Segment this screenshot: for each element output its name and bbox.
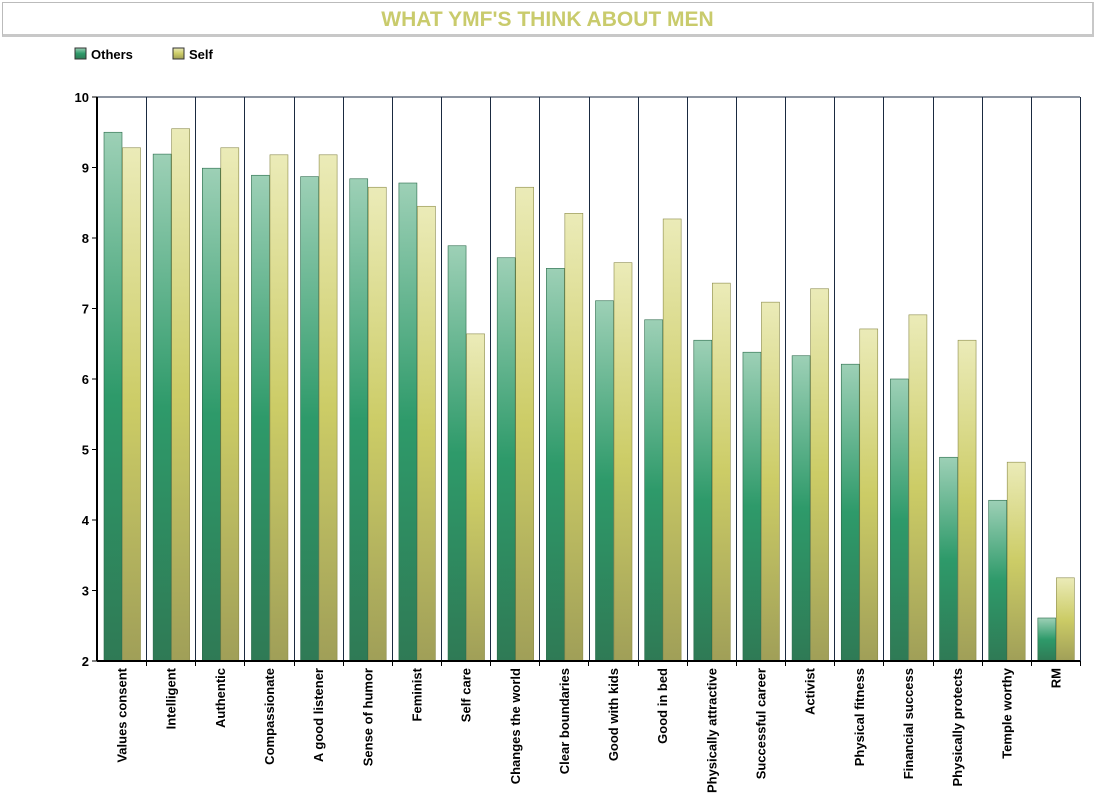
bar-self-8 bbox=[515, 186, 535, 662]
bar-others-6 bbox=[398, 182, 418, 662]
bar-others-2 bbox=[202, 167, 221, 662]
x-tick-label: Good in bed bbox=[655, 668, 670, 744]
x-tick-label: Compassionate bbox=[262, 668, 277, 765]
x-tick-label: Good with kids bbox=[606, 668, 621, 761]
y-tick-label: 3 bbox=[82, 584, 89, 599]
bar-self-0 bbox=[122, 147, 141, 662]
bar-self-13 bbox=[761, 301, 780, 662]
chart-title: WHAT YMF'S THINK ABOUT MEN bbox=[381, 8, 714, 31]
bar-self-10 bbox=[613, 262, 633, 662]
bar-others-8 bbox=[496, 257, 516, 662]
x-tick-label: Changes the world bbox=[508, 668, 523, 784]
x-tick-label: Feminist bbox=[409, 667, 424, 721]
legend-swatch-self bbox=[172, 47, 185, 60]
bar-others-0 bbox=[103, 131, 123, 662]
bar-self-1 bbox=[171, 128, 190, 662]
bar-self-18 bbox=[1006, 461, 1026, 662]
bar-self-11 bbox=[662, 218, 682, 662]
bar-others-18 bbox=[988, 499, 1008, 662]
bar-others-11 bbox=[644, 319, 663, 662]
x-tick-label: Successful career bbox=[754, 668, 769, 779]
bar-self-2 bbox=[220, 147, 240, 662]
y-tick-label: 9 bbox=[82, 161, 89, 176]
bar-others-19 bbox=[1037, 617, 1057, 662]
y-tick-label: 8 bbox=[82, 231, 89, 246]
x-tick-label: Physically protects bbox=[950, 668, 965, 787]
x-tick-label: Activist bbox=[803, 667, 818, 715]
bar-others-16 bbox=[890, 378, 909, 662]
bar-others-17 bbox=[939, 456, 958, 662]
x-tick-label: Self care bbox=[459, 668, 474, 722]
bar-others-9 bbox=[546, 268, 565, 662]
x-tick-label: Authentic bbox=[213, 668, 228, 728]
x-tick-label: Physical fitness bbox=[852, 668, 867, 766]
y-tick-label: 2 bbox=[82, 654, 89, 669]
x-tick-label: Physically attractive bbox=[704, 668, 719, 793]
x-tick-label: Sense of humor bbox=[360, 668, 375, 766]
x-tick-label: RM bbox=[1048, 668, 1063, 688]
y-tick-label: 4 bbox=[82, 513, 90, 528]
x-tick-label: Temple worthy bbox=[999, 667, 1014, 759]
bar-others-5 bbox=[349, 178, 369, 662]
bar-self-5 bbox=[367, 186, 387, 662]
y-tick-label: 5 bbox=[82, 443, 89, 458]
legend-swatch-others bbox=[74, 47, 87, 60]
bar-self-4 bbox=[318, 154, 338, 662]
legend-label-self: Self bbox=[189, 47, 214, 62]
x-tick-label: Intelligent bbox=[164, 667, 179, 729]
x-tick-label: Clear boundaries bbox=[557, 668, 572, 774]
bar-self-7 bbox=[466, 333, 485, 662]
bar-self-15 bbox=[859, 328, 879, 662]
bar-self-9 bbox=[564, 213, 584, 662]
bar-others-10 bbox=[595, 300, 614, 662]
bar-others-14 bbox=[791, 355, 811, 662]
bar-others-13 bbox=[742, 351, 762, 662]
y-tick-label: 6 bbox=[82, 372, 89, 387]
bar-self-17 bbox=[957, 339, 977, 662]
bar-self-3 bbox=[269, 154, 289, 662]
bar-others-4 bbox=[300, 176, 319, 662]
bar-self-14 bbox=[810, 288, 829, 662]
chart-title-box: WHAT YMF'S THINK ABOUT MEN bbox=[2, 2, 1094, 37]
x-tick-label: Financial success bbox=[901, 668, 916, 779]
x-tick-label: A good listener bbox=[311, 668, 326, 762]
legend-label-others: Others bbox=[91, 47, 133, 62]
bar-others-1 bbox=[152, 153, 172, 662]
y-tick-label: 7 bbox=[82, 302, 89, 317]
x-tick-label: Values consent bbox=[115, 667, 130, 762]
bar-self-16 bbox=[908, 314, 928, 662]
bar-self-12 bbox=[711, 282, 731, 662]
bar-others-7 bbox=[447, 245, 467, 662]
bar-self-6 bbox=[417, 205, 436, 662]
y-tick-label: 10 bbox=[75, 90, 89, 105]
bar-others-3 bbox=[251, 174, 270, 662]
bar-others-12 bbox=[693, 339, 713, 662]
bar-self-19 bbox=[1056, 577, 1075, 662]
bar-others-15 bbox=[840, 363, 860, 662]
